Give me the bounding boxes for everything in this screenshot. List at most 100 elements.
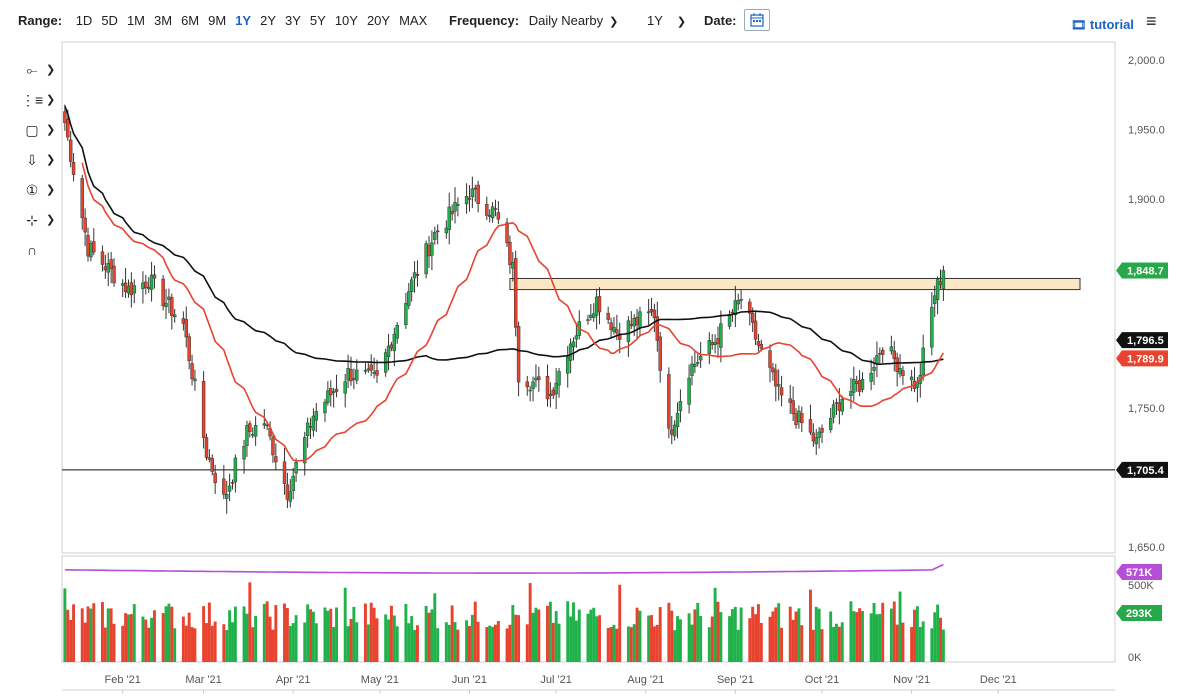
- x-tick-label: Jun '21: [452, 674, 487, 686]
- volume-average-line: [64, 563, 944, 574]
- range-button-max[interactable]: MAX: [399, 13, 428, 28]
- volume-bar: [797, 608, 801, 662]
- volume-bar: [780, 627, 784, 662]
- range-button-3m[interactable]: 3M: [154, 13, 173, 28]
- volume-bar: [699, 615, 703, 662]
- candle-body: [470, 188, 475, 197]
- candle-body: [537, 376, 541, 380]
- candle: [566, 346, 570, 388]
- tool-magnet[interactable]: ∩: [18, 240, 58, 262]
- candle-body: [852, 378, 856, 393]
- volume-bar: [849, 601, 853, 662]
- volume-bar: [713, 587, 717, 662]
- y-tick-label: 1,650.0: [1128, 542, 1165, 554]
- range-button-10y[interactable]: 10Y: [334, 13, 358, 28]
- range-button-6m[interactable]: 6M: [181, 13, 200, 28]
- menu-icon[interactable]: ≡: [1146, 11, 1157, 31]
- candle-body: [840, 399, 844, 412]
- tool-measure[interactable]: ⊹ ❯: [18, 210, 58, 232]
- volume-bar: [809, 589, 812, 662]
- range-button-2y[interactable]: 2Y: [260, 13, 276, 28]
- candle-body: [152, 274, 157, 279]
- candle-body: [109, 259, 113, 269]
- range-button-5d[interactable]: 5D: [101, 13, 118, 28]
- period-select[interactable]: 1Y ❯: [647, 13, 686, 28]
- candle-body: [311, 415, 316, 431]
- candle-body: [343, 381, 347, 394]
- candle-body: [528, 389, 532, 392]
- candle-body: [869, 372, 873, 382]
- tool-rectangle[interactable]: ▢ ❯: [18, 120, 58, 142]
- volume-bar: [132, 604, 136, 662]
- candle: [126, 279, 131, 298]
- volume-bar: [517, 615, 521, 662]
- candle: [655, 301, 660, 352]
- range-button-1m[interactable]: 1M: [126, 13, 145, 28]
- candle-body: [753, 320, 758, 340]
- volume-bar: [670, 610, 674, 662]
- candle: [828, 407, 833, 433]
- candle: [146, 277, 151, 293]
- candle: [667, 367, 671, 439]
- moving-average-slow-line: [64, 105, 944, 366]
- volume-bar: [915, 606, 919, 662]
- range-button-9m[interactable]: 9M: [208, 13, 227, 28]
- candle-body: [308, 426, 313, 428]
- candle-body: [655, 316, 660, 341]
- tool-crosshair[interactable]: ⟜ ❯: [18, 60, 58, 82]
- volume-bar: [505, 628, 509, 662]
- candle-body: [467, 197, 472, 200]
- candle: [606, 306, 610, 324]
- volume-bar: [898, 591, 902, 662]
- candle-body: [597, 296, 602, 313]
- candle: [713, 334, 717, 354]
- volume-bar: [811, 629, 815, 662]
- candle-body: [487, 214, 492, 217]
- volume-bar: [121, 625, 125, 662]
- candle-body: [511, 262, 515, 269]
- candle-body: [355, 369, 359, 381]
- candle: [895, 352, 899, 387]
- candle: [352, 368, 356, 390]
- volume-bar: [332, 627, 336, 662]
- volume-bar: [127, 614, 130, 662]
- volume-bar: [456, 629, 460, 662]
- annotation-number-icon: ①: [25, 182, 39, 198]
- volume-bar: [395, 626, 399, 662]
- range-button-1d[interactable]: 1D: [75, 13, 93, 28]
- candle-body: [837, 402, 842, 411]
- volume-bar: [650, 615, 653, 662]
- y-tick-label: 1,900.0: [1128, 194, 1165, 206]
- candle: [678, 389, 683, 423]
- chart-frame: [61, 41, 1116, 691]
- range-button-20y[interactable]: 20Y: [366, 13, 391, 28]
- volume-bar: [739, 607, 743, 662]
- candle: [635, 308, 639, 340]
- volume-bar: [314, 623, 318, 662]
- range-button-3y[interactable]: 3Y: [285, 13, 301, 28]
- candle: [68, 131, 73, 168]
- range-button-1y[interactable]: 1Y: [235, 13, 252, 28]
- tutorial-link[interactable]: 🎞︎ tutorial: [1071, 17, 1134, 32]
- tool-trendline[interactable]: ⋮≡ ❯: [18, 90, 58, 112]
- range-button-5y[interactable]: 5Y: [309, 13, 326, 28]
- tool-annotation-number[interactable]: ① ❯: [18, 180, 58, 202]
- candle: [551, 387, 555, 400]
- volume-bar: [652, 626, 656, 662]
- candle: [149, 261, 154, 302]
- volume-bar: [655, 624, 659, 662]
- candle-body: [901, 370, 905, 377]
- calendar-button[interactable]: [744, 9, 770, 31]
- candle: [696, 352, 700, 367]
- candle-body: [531, 381, 535, 389]
- chevron-right-icon: ❯: [46, 94, 56, 106]
- volume-bar: [205, 623, 208, 662]
- volume-bar: [447, 624, 451, 662]
- volume-bar: [124, 613, 128, 662]
- tool-arrow-down[interactable]: ⇩ ❯: [18, 150, 58, 172]
- candle-body: [172, 314, 177, 318]
- candle-body: [505, 222, 509, 244]
- candle-body: [574, 335, 579, 340]
- frequency-select[interactable]: Daily Nearby ❯: [529, 13, 619, 28]
